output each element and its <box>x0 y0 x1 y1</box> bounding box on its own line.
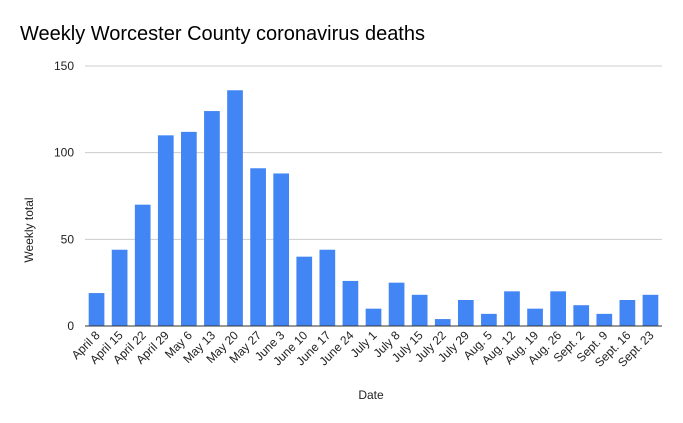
bar <box>273 173 290 326</box>
y-tick-label: 100 <box>54 146 74 160</box>
bar <box>527 308 543 326</box>
bar <box>204 111 220 326</box>
bar <box>181 131 197 326</box>
bar <box>619 300 636 326</box>
bar <box>642 294 659 326</box>
y-tick-label: 50 <box>61 232 75 246</box>
y-tick-label: 150 <box>54 59 74 73</box>
y-tick-label: 0 <box>67 319 74 333</box>
chart-title: Weekly Worcester County coronavirus deat… <box>20 23 425 45</box>
bar <box>434 319 451 326</box>
bars <box>88 90 659 327</box>
y-axis-label: Weekly total <box>22 197 36 262</box>
bar <box>250 168 266 326</box>
bar <box>365 308 382 326</box>
y-axis-ticks: 0 50 100 150 <box>54 59 74 333</box>
bar <box>134 204 151 326</box>
bar <box>296 256 313 326</box>
bar <box>388 282 405 326</box>
bar <box>227 90 243 327</box>
bar <box>596 313 613 326</box>
bar <box>550 291 566 326</box>
bar <box>411 294 428 326</box>
x-axis-label: Date <box>358 388 384 402</box>
bar <box>88 293 105 326</box>
bar <box>573 305 590 326</box>
bar <box>342 280 359 326</box>
bar <box>457 300 474 326</box>
bar <box>319 249 336 326</box>
bar <box>504 291 520 326</box>
bar <box>111 249 128 326</box>
bar <box>157 135 174 326</box>
bar <box>481 313 497 326</box>
